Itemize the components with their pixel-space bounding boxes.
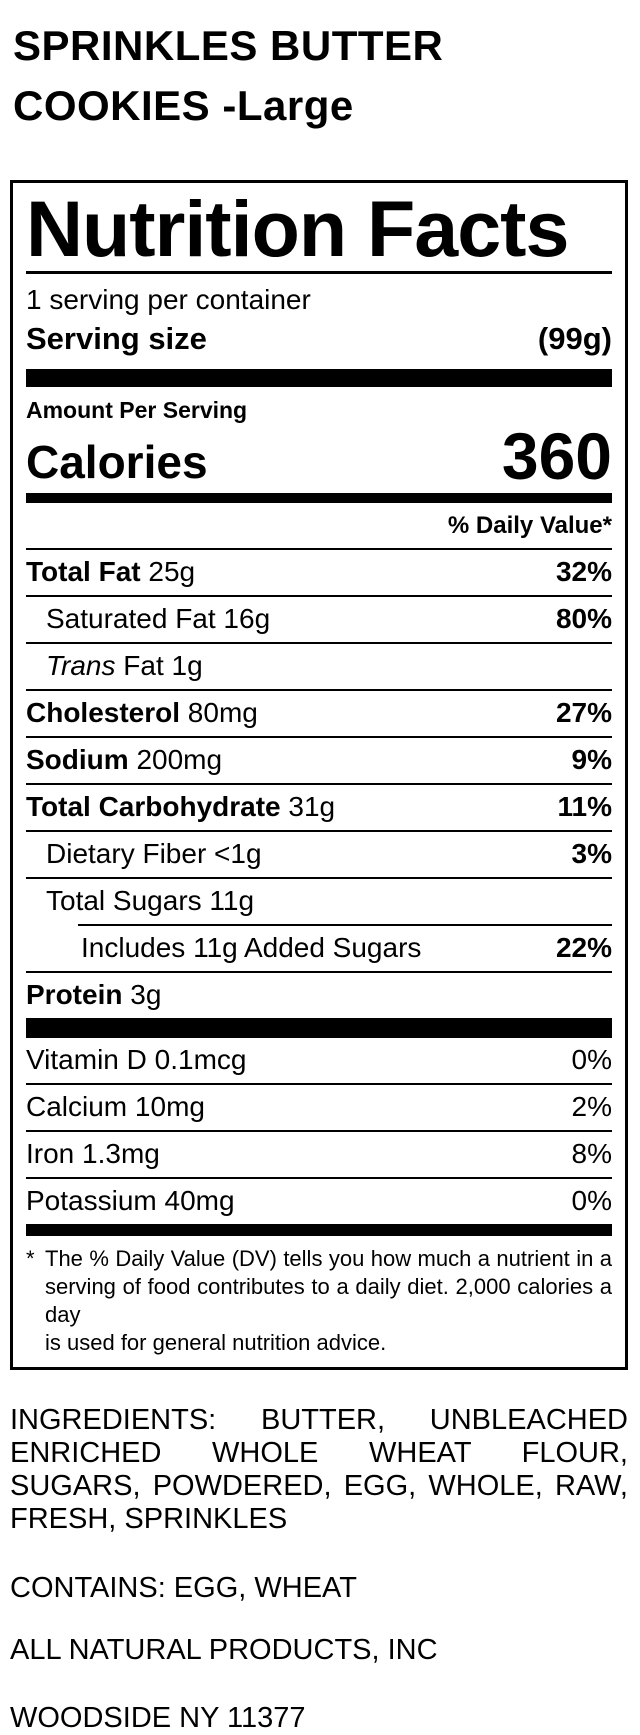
daily-value-percent: 2% — [571, 1090, 612, 1122]
nutrition-facts-panel: Nutrition Facts 1 serving per container … — [10, 180, 628, 1370]
servings-per-container: 1 serving per container — [26, 284, 311, 315]
nutrient-name-amount: Dietary Fiber <1g — [46, 837, 262, 869]
footnote-separator-bar — [26, 1223, 612, 1236]
nutrient-name-amount: Sodium 200mg — [26, 743, 223, 775]
daily-value-percent: 80% — [555, 602, 612, 634]
serving-size-label: Serving size — [26, 321, 207, 356]
nutrient-name-amount: Includes 11g Added Sugars — [81, 931, 422, 963]
text-line: INGREDIENTS: BUTTER, UNBLEACHED — [10, 1403, 628, 1436]
daily-value-percent: 0% — [571, 1043, 612, 1075]
nutrient-row: Dietary Fiber <1g 3% — [26, 832, 612, 877]
nutrient-row: Total Carbohydrate 31g 11% — [26, 785, 612, 830]
nutrient-row: Includes 11g Added Sugars 22% — [26, 926, 612, 971]
daily-value-percent: 32% — [555, 555, 612, 587]
row-divider — [26, 782, 612, 785]
text-line: The % Daily Value (DV) tells you how muc… — [45, 1245, 612, 1271]
nutrient-row: Calcium 10mg 2% — [26, 1085, 612, 1130]
allergen-statement: CONTAINS: EGG, WHEAT — [10, 1571, 357, 1604]
row-divider — [26, 970, 612, 973]
nutrient-name-amount: Total Carbohydrate 31g — [26, 790, 336, 822]
nutrient-name-amount: Vitamin D 0.1mcg — [26, 1043, 247, 1075]
nutrient-row: Trans Fat 1g — [26, 644, 612, 689]
daily-value-percent: 8% — [571, 1137, 612, 1169]
ingredients-paragraph: INGREDIENTS: BUTTER, UNBLEACHED ENRICHED … — [10, 1404, 628, 1536]
nutrient-rows: Total Fat 25g 32% Saturated Fat 16g 80% Tran… — [26, 550, 612, 1018]
row-divider — [26, 735, 612, 738]
daily-value-percent: 11% — [557, 790, 613, 822]
daily-value-percent: 27% — [555, 696, 612, 728]
nutrient-name-amount: Calcium 10mg — [26, 1090, 205, 1122]
text-line: FRESH, SPRINKLES — [10, 1502, 288, 1535]
nutrient-row: Cholesterol 80mg 27% — [26, 691, 612, 736]
text-line: is used for general nutrition advice. — [45, 1329, 387, 1355]
daily-value-percent: 3% — [571, 837, 612, 869]
nutrient-row: Vitamin D 0.1mcg 0% — [26, 1038, 612, 1083]
thick-separator-bar — [26, 1017, 612, 1038]
nutrient-row: Sodium 200mg 9% — [26, 738, 612, 783]
nutrient-name-amount: Total Fat 25g — [26, 555, 196, 587]
text-line: SUGARS, POWDERED, EGG, WHOLE, RAW, — [10, 1469, 628, 1502]
manufacturer-location: WOODSIDE NY 11377 — [10, 1701, 306, 1734]
medium-separator-bar — [26, 492, 612, 503]
nutrient-row: Iron 1.3mg 8% — [26, 1132, 612, 1177]
micronutrient-rows: Vitamin D 0.1mcg 0% Calcium 10mg 2% Iron 1.3… — [26, 1038, 612, 1224]
nutrient-row: Protein 3g — [26, 973, 612, 1018]
nutrient-name-amount: Total Sugars 11g — [46, 884, 255, 916]
row-divider — [26, 876, 612, 879]
daily-value-percent: 0% — [571, 1184, 612, 1216]
row-divider — [78, 923, 612, 926]
row-divider — [26, 1129, 612, 1132]
nutrient-name-amount: Cholesterol 80mg — [26, 696, 258, 728]
amount-per-serving-label: Amount Per Serving — [26, 397, 248, 423]
manufacturer-name: ALL NATURAL PRODUCTS, INC — [10, 1633, 438, 1666]
calories-label: Calories — [26, 436, 208, 489]
nutrient-name-amount: Protein 3g — [26, 978, 162, 1010]
row-divider — [26, 829, 612, 832]
daily-value-footnote: * The % Daily Value (DV) tells you how m… — [26, 1236, 612, 1357]
nutrient-row: Total Fat 25g 32% — [26, 550, 612, 595]
footnote-text: The % Daily Value (DV) tells you how muc… — [45, 1245, 612, 1357]
nutrient-row: Potassium 40mg 0% — [26, 1179, 612, 1224]
daily-value-header: % Daily Value* — [26, 503, 612, 550]
nutrient-row: Total Sugars 11g — [26, 879, 612, 924]
calories-row: Calories 360 — [26, 419, 612, 493]
nutrient-row: Saturated Fat 16g 80% — [26, 597, 612, 642]
serving-size-row: Serving size (99g) — [26, 321, 612, 357]
nutrition-facts-heading: Nutrition Facts — [26, 189, 612, 274]
row-divider — [26, 1082, 612, 1085]
daily-value-percent: 9% — [571, 743, 612, 775]
serving-size-value: (99g) — [537, 321, 612, 356]
product-title: SPRINKLES BUTTER COOKIES -Large — [13, 22, 444, 129]
daily-value-percent: 22% — [555, 931, 612, 963]
text-line: ENRICHED WHOLE WHEAT FLOUR, — [10, 1436, 628, 1469]
nutrient-name-amount: Potassium 40mg — [26, 1184, 235, 1216]
nutrient-name-amount: Trans Fat 1g — [46, 649, 203, 681]
row-divider — [26, 1176, 612, 1179]
row-divider — [26, 594, 612, 597]
text-line: serving of food contributes to a daily d… — [45, 1273, 612, 1327]
nutrient-name-amount: Iron 1.3mg — [26, 1137, 160, 1169]
thick-separator-bar — [26, 369, 612, 387]
calories-value: 360 — [501, 419, 612, 493]
row-divider — [26, 641, 612, 644]
row-divider — [26, 688, 612, 691]
footnote-asterisk: * — [26, 1245, 35, 1271]
nutrient-name-amount: Saturated Fat 16g — [46, 602, 271, 634]
